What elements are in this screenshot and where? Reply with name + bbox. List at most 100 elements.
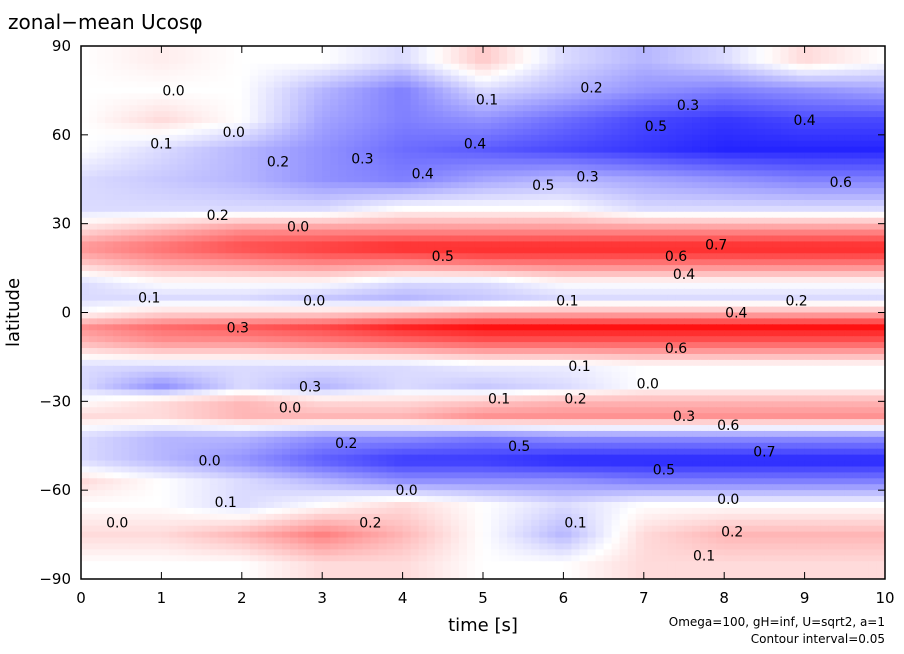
heatmap-cell — [354, 312, 363, 320]
heatmap-cell — [426, 288, 436, 296]
heatmap-cell — [129, 105, 138, 112]
heatmap-cell — [257, 194, 267, 201]
heatmap-cell — [764, 282, 774, 290]
heatmap-cell — [233, 69, 243, 77]
heatmap-cell — [571, 217, 581, 225]
heatmap-cell — [828, 140, 838, 148]
heatmap-cell — [346, 300, 355, 308]
heatmap-cell — [868, 117, 878, 124]
heatmap-cell — [868, 217, 878, 225]
heatmap-cell — [724, 300, 733, 308]
heatmap-cell — [458, 276, 468, 284]
heatmap-cell — [507, 182, 516, 189]
heatmap-cell — [410, 152, 420, 160]
heatmap-cell — [362, 241, 372, 248]
heatmap-cell — [860, 259, 870, 266]
heatmap-cell — [466, 199, 476, 207]
heatmap-cell — [828, 182, 838, 189]
heatmap-cell — [635, 158, 645, 166]
heatmap-cell — [370, 306, 380, 314]
heatmap-cell — [434, 271, 444, 278]
heatmap-cell — [81, 122, 90, 130]
heatmap-cell — [563, 51, 573, 59]
heatmap-cell — [523, 318, 532, 325]
heatmap-cell — [249, 306, 259, 314]
heatmap-cell — [386, 75, 396, 83]
heatmap-cell — [137, 235, 146, 243]
heatmap-cell — [515, 253, 524, 260]
heatmap-cell — [772, 182, 782, 189]
heatmap-cell — [651, 152, 661, 160]
heatmap-cell — [780, 176, 790, 183]
heatmap-cell — [868, 271, 878, 278]
heatmap-cell — [483, 93, 492, 100]
heatmap-cell — [161, 205, 171, 213]
heatmap-cell — [257, 146, 267, 154]
heatmap-cell — [410, 217, 420, 225]
heatmap-cell — [434, 259, 444, 266]
heatmap-cell — [249, 271, 259, 278]
heatmap-cell — [667, 282, 677, 290]
heatmap-cell — [563, 217, 573, 225]
heatmap-cell — [233, 276, 243, 284]
heatmap-cell — [667, 81, 677, 89]
heatmap-cell — [868, 194, 878, 201]
heatmap-cell — [177, 152, 187, 160]
heatmap-cell — [418, 330, 428, 337]
heatmap-cell — [322, 330, 331, 337]
heatmap-cell — [700, 271, 709, 278]
heatmap-cell — [185, 87, 195, 94]
heatmap-cell — [169, 253, 179, 260]
heatmap-cell — [635, 199, 645, 207]
heatmap-cell — [265, 182, 275, 189]
heatmap-cell — [667, 253, 677, 260]
heatmap-cell — [378, 294, 388, 302]
heatmap-cell — [257, 312, 267, 320]
heatmap-cell — [756, 253, 765, 260]
heatmap-cell — [402, 134, 412, 142]
heatmap-cell — [298, 87, 307, 94]
heatmap-cell — [483, 75, 492, 83]
heatmap-cell — [466, 288, 476, 296]
heatmap-cell — [306, 217, 315, 225]
heatmap-cell — [169, 134, 179, 142]
heatmap-cell — [788, 199, 798, 207]
heatmap-cell — [579, 223, 589, 231]
heatmap-cell — [595, 105, 605, 112]
heatmap-cell — [603, 46, 613, 53]
heatmap-cell — [483, 57, 492, 65]
heatmap-cell — [169, 324, 179, 331]
heatmap-cell — [483, 330, 492, 337]
heatmap-cell — [193, 217, 203, 225]
heatmap-cell — [370, 247, 380, 254]
heatmap-cell — [828, 170, 838, 177]
heatmap-cell — [539, 276, 548, 284]
heatmap-cell — [81, 152, 90, 160]
heatmap-cell — [603, 152, 613, 160]
heatmap-cell — [804, 294, 814, 302]
heatmap-cell — [290, 117, 299, 124]
heatmap-cell — [523, 93, 532, 100]
heatmap-cell — [659, 217, 669, 225]
heatmap-cell — [619, 117, 629, 124]
heatmap-cell — [868, 170, 878, 177]
heatmap-cell — [571, 81, 581, 89]
heatmap-cell — [81, 176, 90, 183]
heatmap-cell — [659, 176, 669, 183]
heatmap-cell — [619, 306, 629, 314]
heatmap-cell — [193, 211, 203, 219]
heatmap-cell — [603, 217, 613, 225]
heatmap-cell — [563, 205, 573, 213]
heatmap-cell — [410, 211, 420, 219]
heatmap-cell — [812, 205, 822, 213]
heatmap-cell — [571, 75, 581, 83]
heatmap-cell — [788, 306, 798, 314]
heatmap-cell — [217, 69, 227, 77]
heatmap-cell — [89, 152, 98, 160]
heatmap-cell — [876, 93, 885, 100]
heatmap-cell — [876, 105, 885, 112]
heatmap-cell — [249, 51, 259, 59]
heatmap-cell — [370, 318, 380, 325]
heatmap-cell — [97, 188, 106, 195]
heatmap-cell — [852, 288, 862, 296]
